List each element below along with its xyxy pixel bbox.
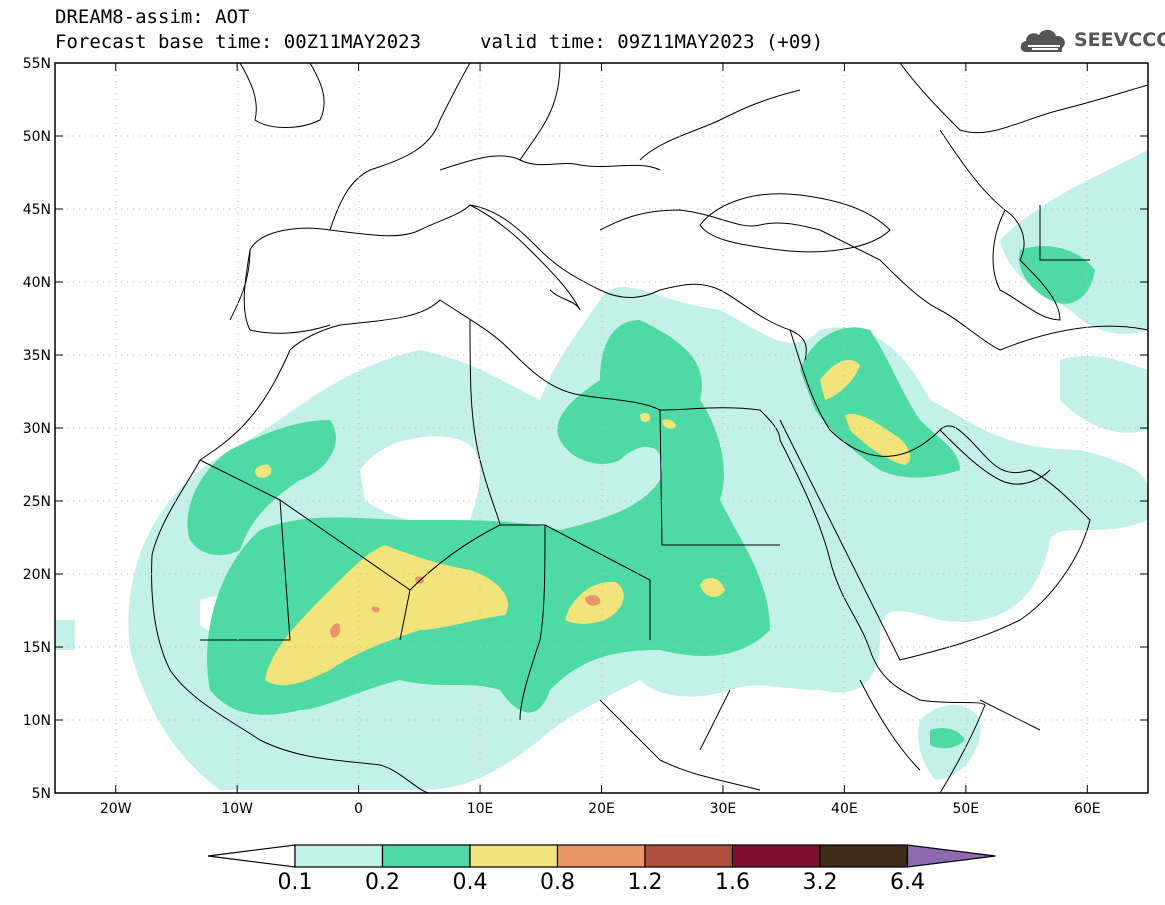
colorbar-segment [469, 844, 559, 868]
colorbar-label: 1.2 [628, 870, 663, 895]
colorbar-segment [294, 844, 384, 868]
colorbar-label: 0.4 [453, 870, 488, 895]
colorbar-label: 6.4 [890, 870, 925, 895]
lat-tick-label: 45N [23, 202, 51, 218]
latitude-ticks: 55N 50N 45N 40N 35N 30N 25N 20N 15N 10N 5N [23, 56, 1148, 802]
lat-tick-label: 15N [23, 640, 51, 656]
lon-tick-label: 10E [467, 801, 494, 817]
valid-time: valid time: 09Z11MAY2023 (+09) [480, 31, 824, 53]
lat-tick-label: 30N [23, 421, 51, 437]
lon-tick-label: 30E [710, 801, 737, 817]
colorbar-under-triangle [207, 844, 296, 868]
colorbar-label: 0.2 [365, 870, 400, 895]
cloud-logo-icon [1020, 29, 1065, 52]
lon-tick-label: 20W [100, 801, 132, 817]
aot-level-0.8 [330, 576, 601, 638]
logo-text: SEEVCCC [1074, 29, 1165, 51]
colorbar: 0.1 0.2 0.4 0.8 1.2 1.6 3.2 6.4 [207, 844, 996, 895]
graticule [55, 63, 1148, 793]
colorbar-segment [731, 844, 821, 868]
lon-tick-label: 60E [1074, 801, 1101, 817]
colorbar-label: 0.1 [278, 870, 313, 895]
colorbar-label: 3.2 [803, 870, 838, 895]
colorbar-over-triangle [906, 844, 996, 868]
lon-tick-label: 50E [952, 801, 979, 817]
seevccc-logo: SEEVCCC [1018, 26, 1165, 58]
lon-tick-label: 10W [221, 801, 253, 817]
aot-level-0.4 [255, 360, 911, 686]
colorbar-label: 0.8 [540, 870, 575, 895]
lat-tick-label: 5N [32, 786, 51, 802]
colorbar-segment [819, 844, 909, 868]
lon-tick-label: 20E [588, 801, 615, 817]
longitude-ticks: 20W 10W 0 10E 20E 30E 40E 50E 60E [100, 63, 1101, 817]
forecast-base-time: Forecast base time: 00Z11MAY2023 [55, 31, 422, 53]
lat-tick-label: 55N [23, 56, 51, 72]
aot-shading [55, 150, 1148, 790]
colorbar-label: 1.6 [715, 870, 750, 895]
coastlines-borders [151, 63, 1148, 793]
lat-tick-label: 35N [23, 348, 51, 364]
lat-tick-label: 40N [23, 275, 51, 291]
chart-title: DREAM8-assim: AOT [55, 6, 250, 28]
lat-tick-label: 25N [23, 494, 51, 510]
colorbar-segment [556, 844, 646, 868]
lat-tick-label: 10N [23, 713, 51, 729]
lat-tick-label: 50N [23, 129, 51, 145]
colorbar-segment [381, 844, 471, 868]
lon-tick-label: 0 [354, 801, 363, 817]
lon-tick-label: 40E [831, 801, 858, 817]
colorbar-segment [644, 844, 734, 868]
lat-tick-label: 20N [23, 567, 51, 583]
